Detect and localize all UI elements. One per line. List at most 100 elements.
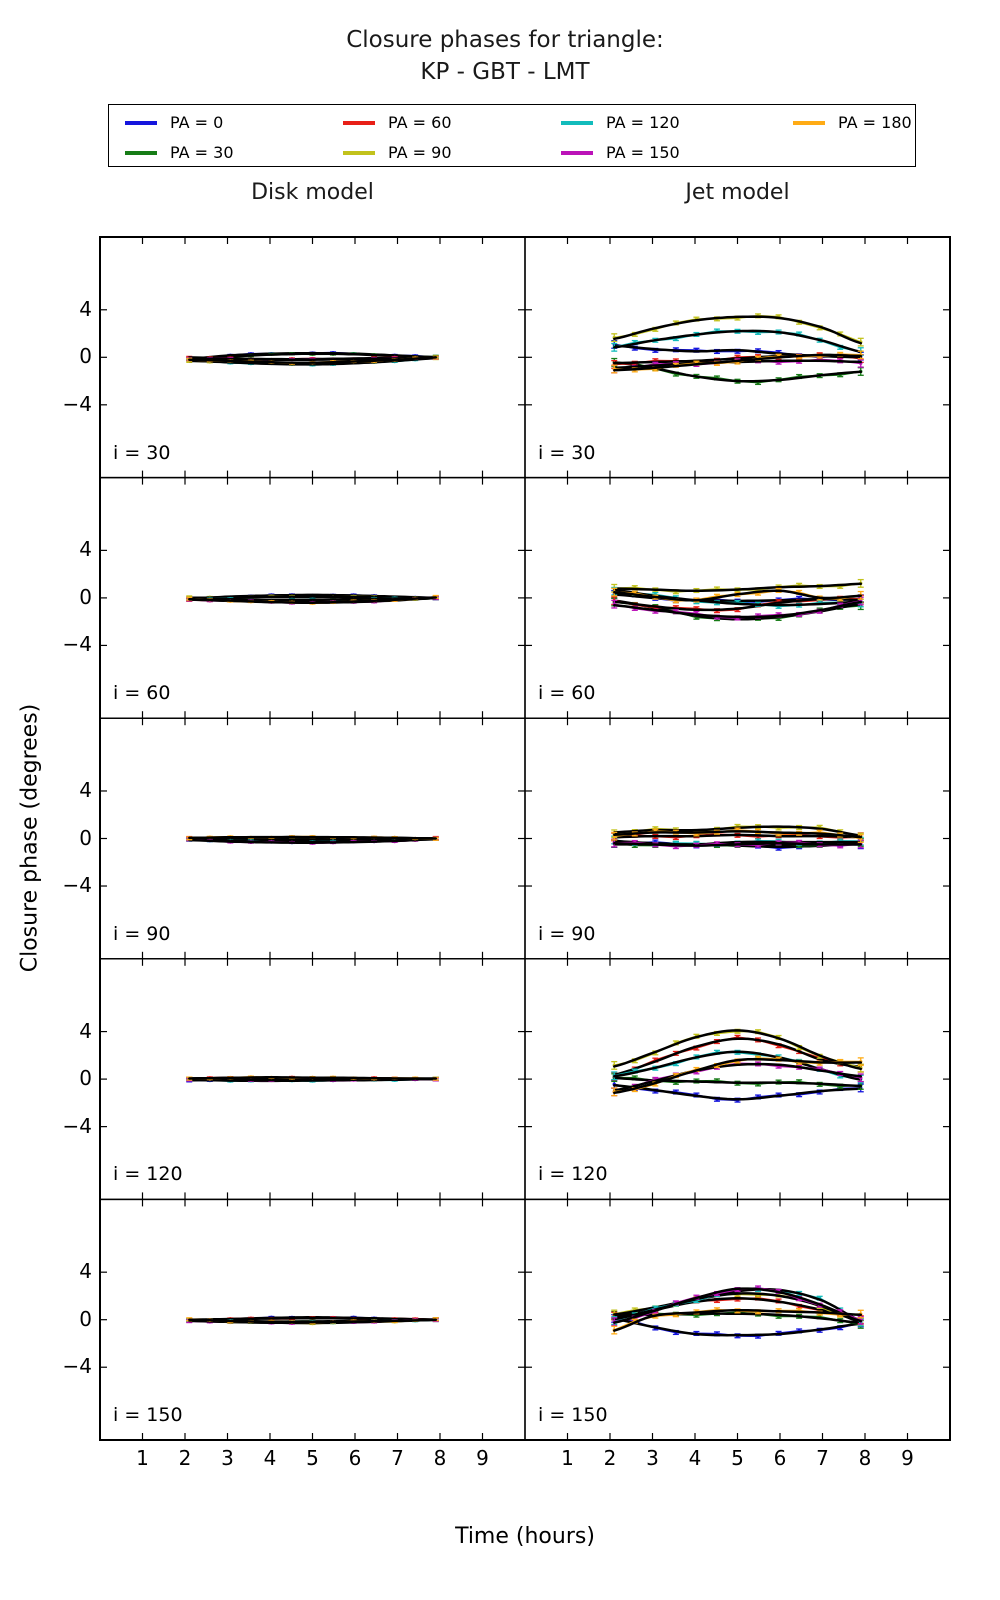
model-curve-PA = 180	[188, 1318, 438, 1324]
y-tick-label: −4	[62, 391, 92, 416]
x-tick-label: 3	[646, 1446, 659, 1470]
y-tick-label: 4	[79, 537, 92, 562]
x-tick-label: 1	[136, 1446, 149, 1470]
x-tick-label: 7	[816, 1446, 829, 1470]
column-header-jet-model: Jet model	[685, 180, 790, 205]
panel-inclination-label: i = 60	[113, 682, 171, 705]
x-tick-label: 4	[688, 1446, 702, 1470]
legend-item-pa-pa-pa-pa-pa-60: PA = 60	[343, 113, 452, 132]
legend-item-pa-pa-pa-pa-pa-0: PA = 0	[125, 113, 223, 132]
model-curve-PA = 60	[188, 1317, 438, 1321]
x-tick-label: 8	[433, 1446, 447, 1470]
x-tick-label: 6	[348, 1446, 362, 1470]
panel-inclination-label: i = 60	[538, 682, 596, 705]
y-tick-label: 0	[79, 344, 92, 369]
model-curve-PA = 120	[613, 329, 863, 354]
model-curve-PA = 150	[188, 837, 438, 844]
legend-label: PA = 120	[606, 113, 680, 132]
legend-label: PA = 150	[606, 143, 680, 162]
panel-jet-i=90	[524, 717, 951, 960]
panel-disk-i=60	[99, 476, 526, 719]
x-axis-label: Time (hours)	[455, 1524, 595, 1549]
model-curve-PA = 90	[613, 315, 863, 345]
y-tick-label: −4	[62, 1354, 92, 1379]
model-curve-PA = 0	[613, 1084, 863, 1101]
x-tick-label: 2	[603, 1446, 617, 1470]
x-tick-label: 9	[901, 1446, 914, 1470]
panel-inclination-label: i = 90	[113, 922, 171, 945]
x-tick-label: 4	[263, 1446, 277, 1470]
y-tick-label: 0	[79, 1066, 92, 1091]
legend-swatch-icon	[125, 150, 157, 155]
panel-inclination-label: i = 90	[538, 922, 596, 945]
model-curve-PA = 180	[188, 356, 438, 364]
legend-swatch-icon	[561, 150, 593, 155]
panel-inclination-label: i = 150	[113, 1404, 183, 1426]
model-curve-PA = 150	[613, 600, 863, 619]
model-curve-PA = 180	[613, 1308, 863, 1332]
column-header-disk-model: Disk model	[251, 180, 374, 205]
legend-swatch-icon	[343, 120, 375, 125]
figure-title: Closure phases for triangle: KP - GBT - …	[0, 24, 1000, 88]
y-tick-label: 0	[79, 825, 92, 850]
model-curve-PA = 150	[613, 1287, 863, 1324]
model-curve-PA = 60	[613, 1037, 863, 1077]
legend-label: PA = 180	[838, 113, 912, 132]
model-curve-PA = 0	[613, 1317, 863, 1337]
panel-disk-i=30	[99, 236, 526, 479]
legend-item-pa-pa-pa-pa-pa-90: PA = 90	[343, 143, 452, 162]
y-tick-label: −4	[62, 873, 92, 898]
legend-box: PA = 0 PA = 30 PA = 60 PA = 90 PA = 120 PA = …	[108, 104, 916, 167]
model-curve-PA = 150	[613, 842, 863, 847]
legend-swatch-icon	[343, 150, 375, 155]
x-tick-label: 2	[178, 1446, 192, 1470]
model-curve-PA = 180	[188, 1076, 438, 1080]
x-tick-label: 5	[731, 1446, 744, 1470]
y-tick-label: 0	[79, 1306, 92, 1331]
model-curve-PA = 180	[613, 353, 863, 372]
legend-item-pa-pa-pa-pa-pa-30: PA = 30	[125, 143, 234, 162]
panel-jet-i=120	[524, 958, 951, 1201]
title-line-1: Closure phases for triangle:	[346, 27, 664, 53]
legend-label: PA = 60	[388, 113, 452, 132]
panel-inclination-label: i = 30	[538, 441, 596, 464]
model-curve-PA = 150	[613, 1062, 863, 1092]
y-tick-label: −4	[62, 1113, 92, 1138]
x-tick-label: 7	[391, 1446, 404, 1470]
model-curve-PA = 180	[613, 589, 863, 602]
y-tick-label: 4	[79, 1018, 92, 1043]
panel-jet-i=60	[524, 476, 951, 719]
legend-label: PA = 30	[170, 143, 234, 162]
y-tick-label: 4	[79, 1259, 92, 1284]
y-tick-label: 0	[79, 584, 92, 609]
model-curve-PA = 180	[613, 830, 863, 839]
legend-item-pa-pa-pa-pa-pa-150: PA = 150	[561, 143, 680, 162]
x-tick-label: 8	[858, 1446, 872, 1470]
legend-item-pa-pa-pa-pa-pa-120: PA = 120	[561, 113, 680, 132]
y-tick-label: −4	[62, 632, 92, 657]
model-curve-PA = 60	[613, 833, 863, 839]
model-curve-PA = 90	[613, 1029, 863, 1071]
model-curve-PA = 180	[188, 835, 438, 840]
panel-inclination-label: i = 120	[113, 1163, 183, 1186]
legend-label: PA = 0	[170, 113, 224, 132]
legend-swatch-icon	[125, 120, 157, 125]
model-curve-PA = 180	[188, 596, 438, 604]
x-tick-label: 5	[306, 1446, 319, 1470]
legend-item-pa-pa-pa-pa-pa-180: PA = 180	[793, 113, 912, 132]
model-curve-PA = 30	[613, 1312, 863, 1325]
legend-swatch-icon	[561, 120, 593, 125]
y-tick-label: 4	[79, 296, 92, 321]
panel-inclination-label: i = 30	[113, 441, 171, 464]
model-curve-PA = 180	[613, 1057, 863, 1095]
model-curve-PA = 90	[613, 582, 863, 593]
y-tick-label: 4	[79, 778, 92, 803]
panel-inclination-label: i = 120	[538, 1163, 608, 1186]
x-tick-label: 3	[221, 1446, 234, 1470]
legend-swatch-icon	[793, 120, 825, 125]
x-tick-label: 1	[561, 1446, 574, 1470]
x-tick-label: 9	[476, 1446, 489, 1470]
x-tick-label: 6	[773, 1446, 787, 1470]
